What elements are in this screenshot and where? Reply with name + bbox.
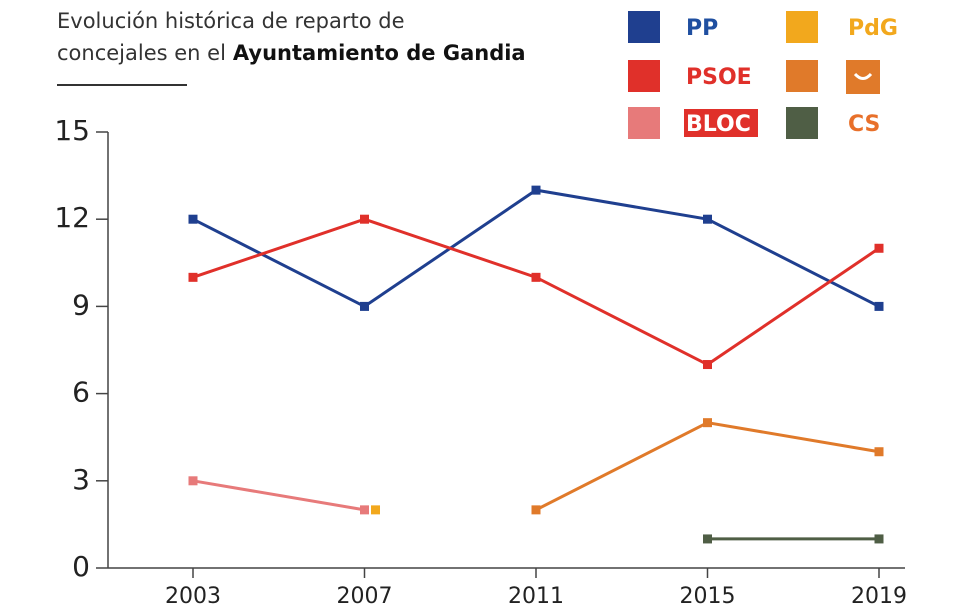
legend-label: CS xyxy=(848,112,880,137)
legend-swatch xyxy=(786,60,818,92)
y-tick-label: 12 xyxy=(54,201,90,234)
point xyxy=(188,272,198,282)
x-tick-label: 2007 xyxy=(337,584,393,608)
point xyxy=(703,360,712,370)
x-tick-label: 2015 xyxy=(680,584,736,608)
point xyxy=(360,214,369,224)
chart-title-bold: Ayuntamiento de Gandia xyxy=(233,41,526,65)
point xyxy=(531,505,541,515)
point xyxy=(874,447,884,457)
y-tick-label: 15 xyxy=(54,114,90,147)
point xyxy=(360,301,369,311)
legend-swatch xyxy=(628,11,660,43)
chart-title: Evolución histórica de reparto de xyxy=(57,9,404,33)
legend-label: PdG xyxy=(848,16,898,41)
point xyxy=(531,272,541,282)
series-line xyxy=(535,421,880,512)
series-line xyxy=(192,479,365,512)
series-line xyxy=(192,188,880,309)
y-tick-label: 3 xyxy=(72,463,90,496)
x-tick-label: 2011 xyxy=(508,584,564,608)
bloc-logo-bg xyxy=(684,109,758,137)
point xyxy=(874,301,884,311)
x-tick-label: 2019 xyxy=(851,584,907,608)
point xyxy=(188,476,198,486)
series-line xyxy=(192,217,880,367)
point xyxy=(703,534,712,544)
point xyxy=(874,243,884,253)
y-tick-label: 0 xyxy=(72,550,90,583)
legend-swatch xyxy=(628,107,660,139)
point xyxy=(703,214,712,224)
point xyxy=(531,185,541,195)
point xyxy=(703,418,712,428)
legend-swatch xyxy=(786,107,818,139)
legend-label: BLOC xyxy=(686,112,751,137)
y-tick-label: 6 xyxy=(72,376,90,409)
point xyxy=(188,214,198,224)
chart-title-part: concejales en el xyxy=(57,41,226,65)
chart-title: concejales en el Ayuntamiento de Gandia xyxy=(57,41,526,65)
legend-label: PP xyxy=(686,16,718,41)
point xyxy=(371,505,380,515)
compromis-smile xyxy=(853,72,873,80)
x-tick-label: 2003 xyxy=(165,584,221,608)
point xyxy=(360,505,369,515)
y-tick-label: 9 xyxy=(72,288,90,321)
legend-label: PSOE xyxy=(686,65,752,90)
legend-swatch xyxy=(786,11,818,43)
point xyxy=(874,534,884,544)
legend-swatch xyxy=(628,60,660,92)
